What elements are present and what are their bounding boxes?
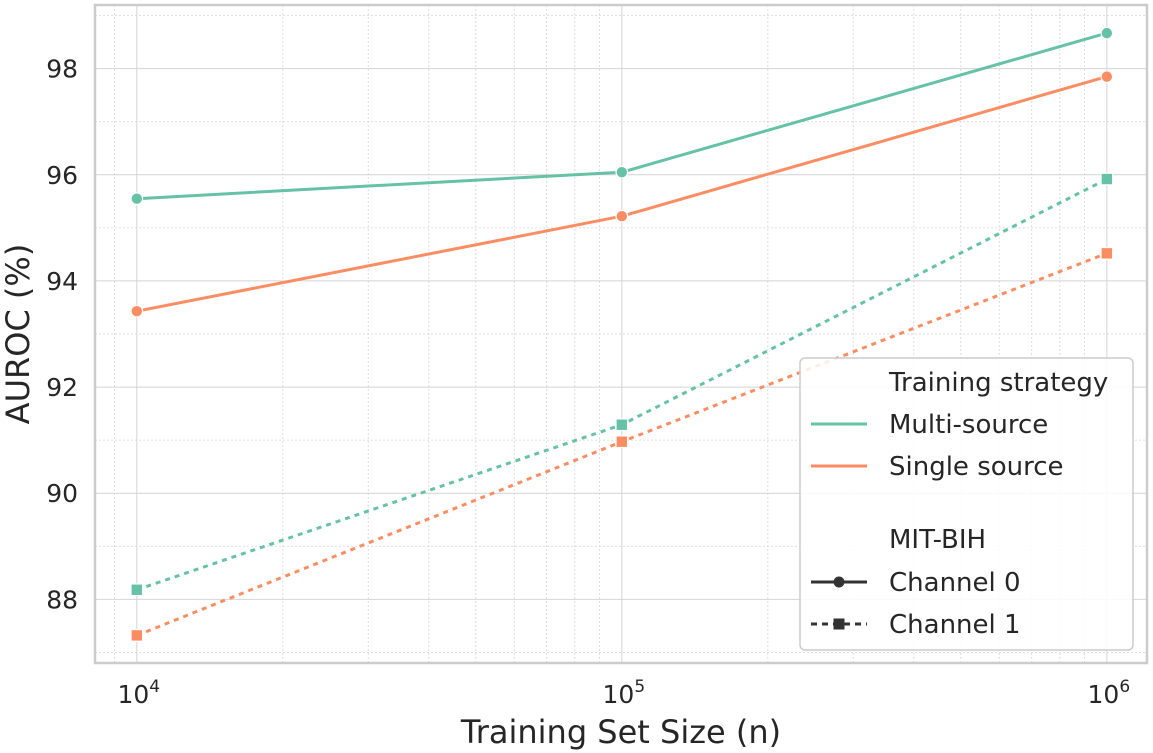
y-tick-labels: 88 90 92 94 96 98 xyxy=(46,55,78,615)
data-point xyxy=(130,304,144,318)
data-point xyxy=(130,583,144,597)
x-axis-label: Training Set Size (n) xyxy=(460,713,781,751)
data-point xyxy=(615,165,629,179)
y-tick-label: 88 xyxy=(46,585,78,614)
data-point xyxy=(1100,246,1114,260)
data-point xyxy=(1100,70,1114,84)
data-point xyxy=(615,418,629,432)
legend-label-channel-0: Channel 0 xyxy=(889,568,1021,598)
data-point xyxy=(130,629,144,642)
markers-layer xyxy=(130,26,1114,642)
legend-label-multi-source: Multi-source xyxy=(889,410,1048,440)
x-tick-label: 105 xyxy=(603,677,646,709)
legend-title-training-strategy: Training strategy xyxy=(888,368,1108,398)
data-point xyxy=(130,192,144,206)
legend-marker-channel-1 xyxy=(833,618,845,630)
y-tick-label: 94 xyxy=(46,267,78,296)
legend-marker-channel-0 xyxy=(833,576,845,588)
data-point xyxy=(1100,26,1114,40)
plot-frame xyxy=(93,3,1149,665)
legend-title-mit-bih: MIT-BIH xyxy=(889,525,986,555)
x-tick-label: 104 xyxy=(117,677,160,709)
y-tick-label: 92 xyxy=(46,373,78,402)
x-tick-labels: 104 105 106 xyxy=(117,677,1130,709)
y-tick-label: 90 xyxy=(46,479,78,508)
x-tick-label: 106 xyxy=(1088,677,1131,709)
legend-label-channel-1: Channel 1 xyxy=(889,610,1021,640)
data-point xyxy=(615,435,629,449)
legend: Training strategy Multi-source Single so… xyxy=(799,357,1134,651)
y-axis-label: AUROC (%) xyxy=(0,244,37,425)
legend-label-single-source: Single source xyxy=(889,452,1064,482)
y-tick-label: 96 xyxy=(46,161,78,190)
data-point xyxy=(615,209,629,223)
data-point xyxy=(1100,172,1114,186)
legend-box xyxy=(799,357,1134,651)
y-tick-label: 98 xyxy=(46,55,78,84)
